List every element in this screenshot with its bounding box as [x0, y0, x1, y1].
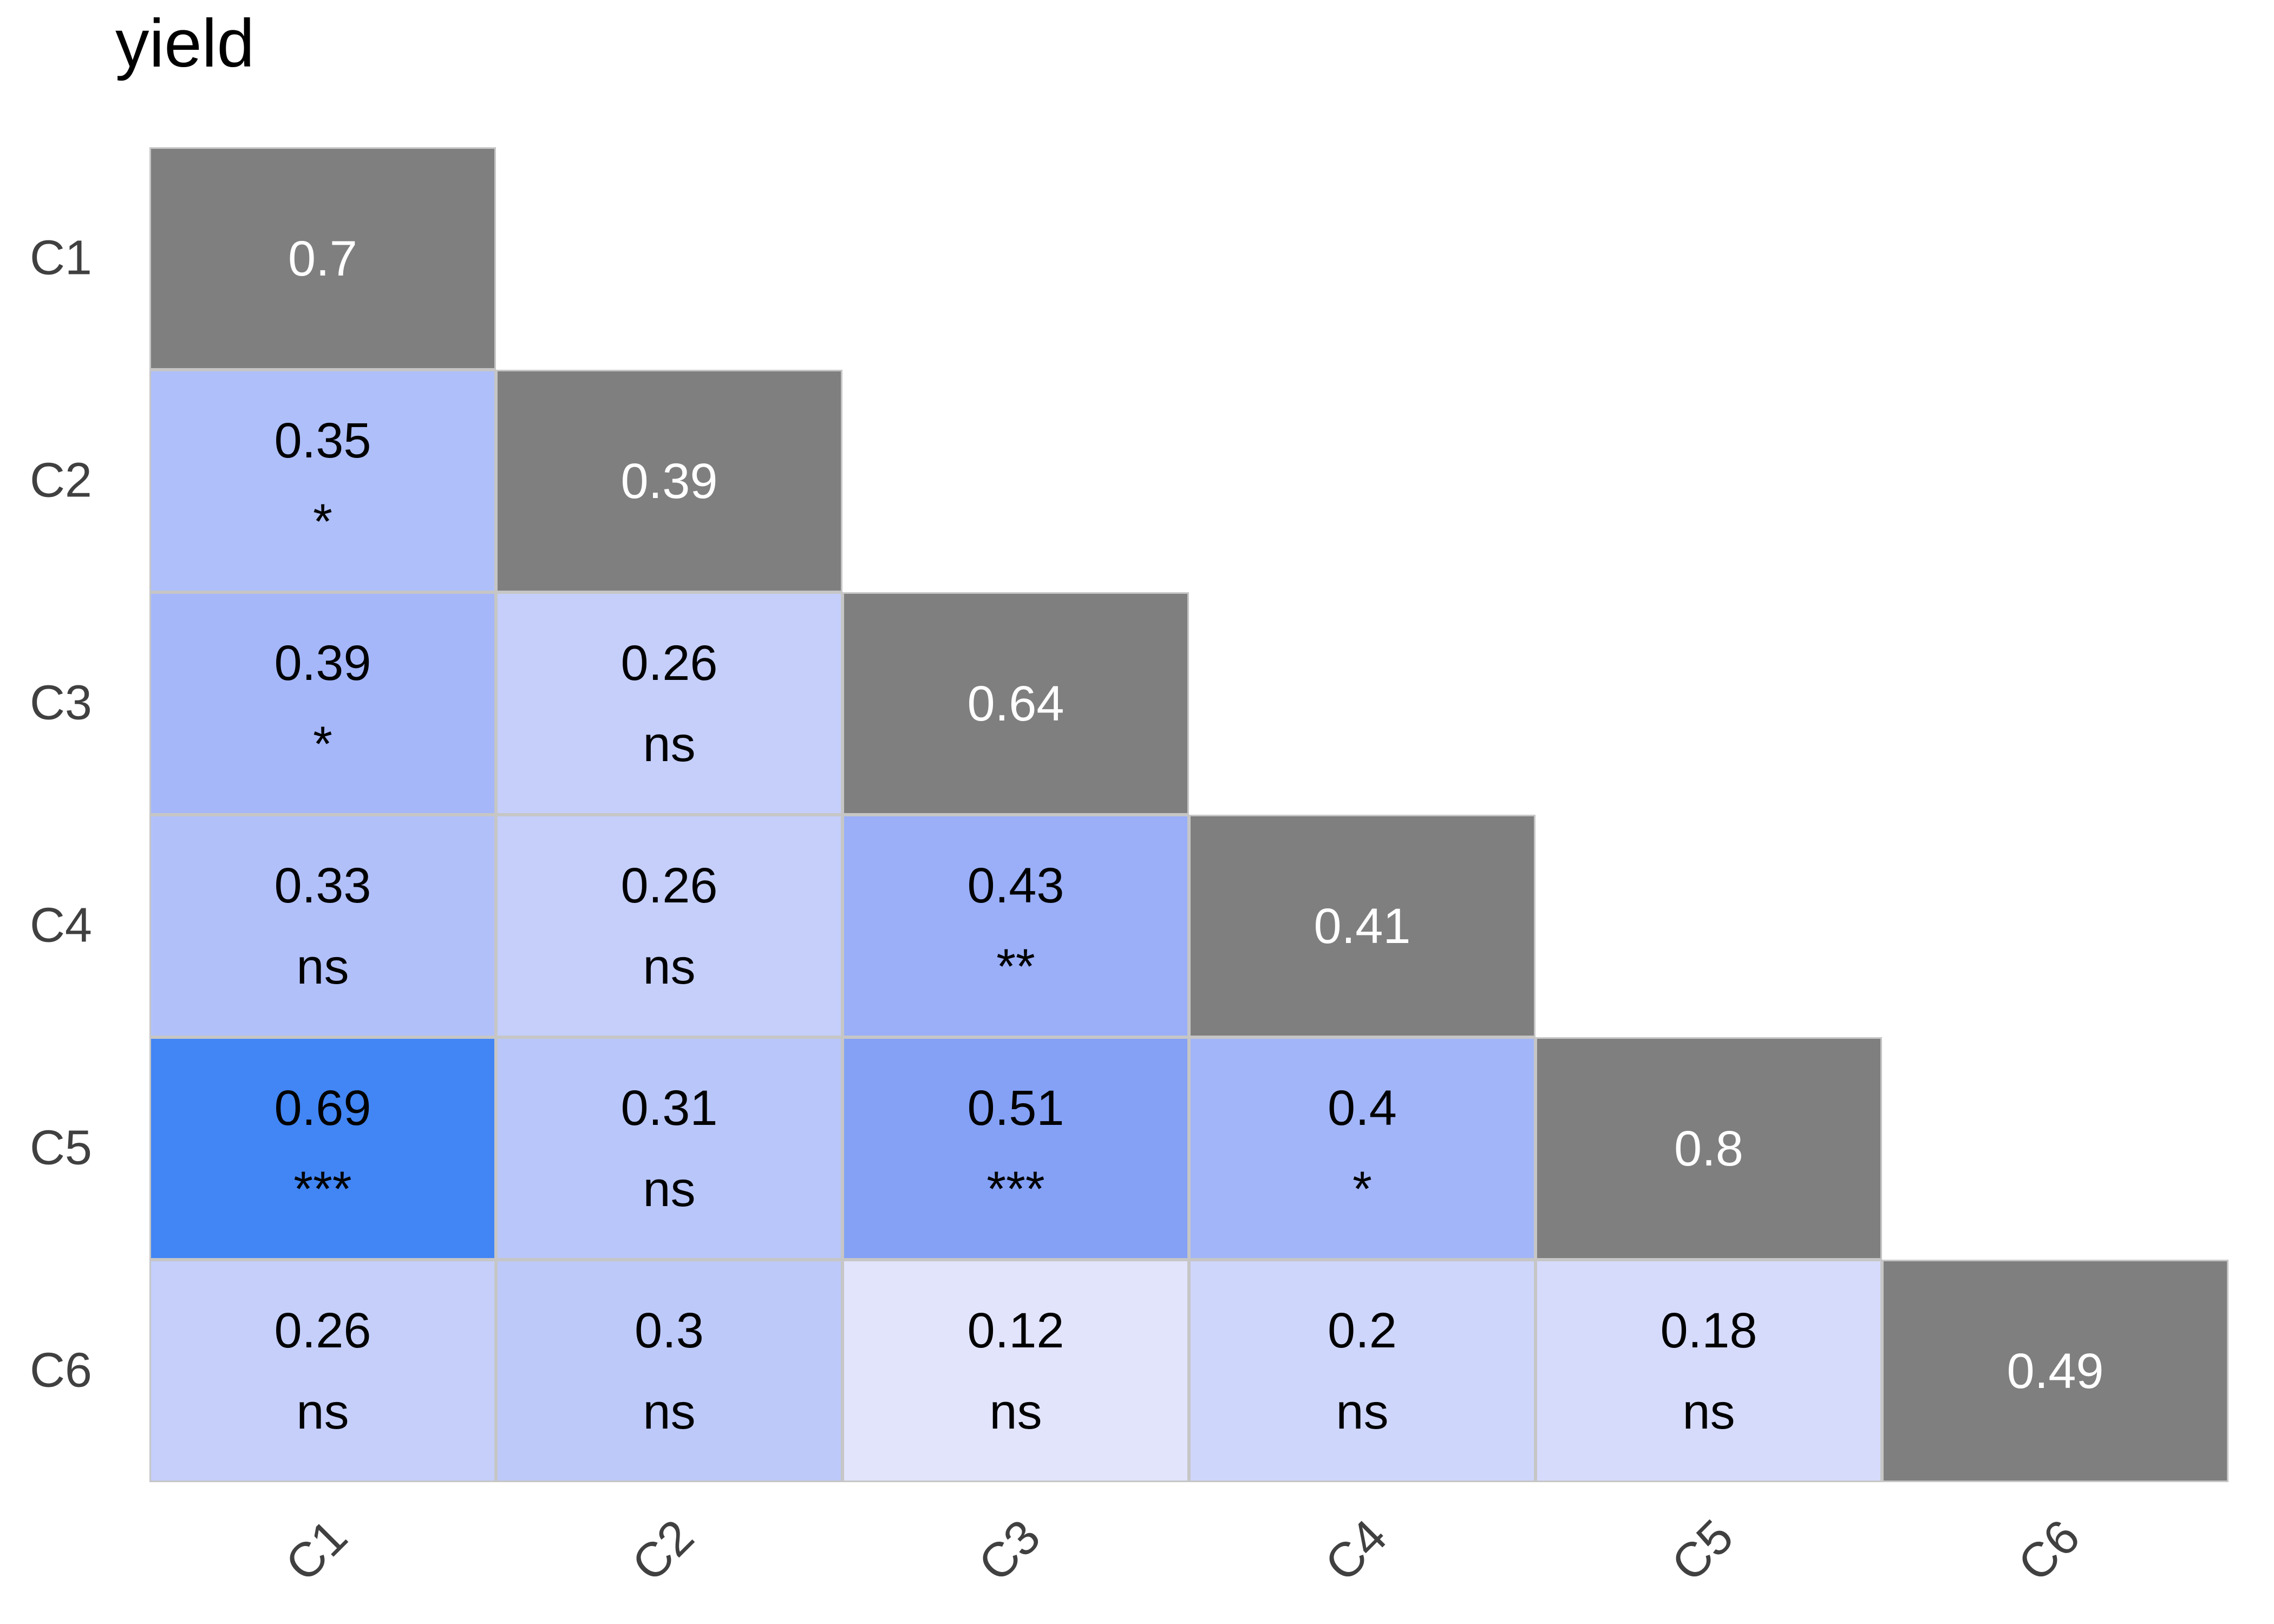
- y-axis-label-c3: C3: [29, 676, 92, 730]
- cell-value: 0.18: [1660, 1302, 1757, 1358]
- cell-value: 0.51: [967, 1080, 1064, 1136]
- cell-value: 0.3: [635, 1302, 704, 1358]
- cell-value: 0.41: [1314, 898, 1411, 954]
- matrix-cell-c4-c4: 0.41: [1189, 815, 1535, 1037]
- cell-significance: **: [996, 939, 1035, 994]
- cell-significance: ns: [643, 1384, 696, 1439]
- matrix-cell-c5-c4: 0.4 *: [1189, 1037, 1535, 1260]
- cell-significance: ns: [643, 1161, 696, 1217]
- matrix-cell-c5-c5: 0.8: [1535, 1037, 1882, 1260]
- cell-significance: ns: [1682, 1384, 1735, 1439]
- x-axis-label-c4: C4: [1315, 1509, 1397, 1592]
- matrix-cell-c6-c6: 0.49: [1882, 1260, 2229, 1482]
- cell-value: 0.8: [1674, 1121, 1743, 1176]
- y-axis-label-c6: C6: [29, 1343, 92, 1398]
- cell-value: 0.49: [2007, 1343, 2104, 1399]
- cell-value: 0.2: [1328, 1302, 1397, 1358]
- cell-significance: ns: [643, 716, 696, 772]
- matrix-cell-c5-c3: 0.51 ***: [842, 1037, 1189, 1260]
- matrix-cell-c6-c2: 0.3 ns: [496, 1260, 842, 1482]
- cell-value: 0.26: [620, 635, 718, 691]
- cell-value: 0.26: [620, 857, 718, 913]
- cell-significance: ns: [989, 1384, 1042, 1439]
- cell-value: 0.43: [967, 857, 1064, 913]
- x-axis-label-c3: C3: [968, 1509, 1051, 1592]
- cell-significance: *: [1352, 1161, 1372, 1217]
- matrix-cell-c4-c3: 0.43 **: [842, 815, 1189, 1037]
- matrix-cell-c4-c1: 0.33 ns: [149, 815, 496, 1037]
- matrix-cell-c2-c1: 0.35 *: [149, 370, 496, 592]
- matrix-cell-c3-c3: 0.64: [842, 592, 1189, 815]
- cell-significance: ns: [1336, 1384, 1389, 1439]
- y-axis-label-c5: C5: [29, 1121, 92, 1175]
- matrix-cell-c6-c3: 0.12 ns: [842, 1260, 1189, 1482]
- cell-value: 0.31: [620, 1080, 718, 1136]
- cell-significance: ***: [293, 1161, 352, 1217]
- cell-significance: *: [313, 716, 332, 772]
- cell-significance: ns: [296, 939, 349, 994]
- cell-significance: ***: [986, 1161, 1045, 1217]
- x-axis-label-c2: C2: [622, 1509, 704, 1592]
- cell-value: 0.7: [288, 231, 357, 286]
- x-axis-label-c5: C5: [1661, 1509, 1744, 1592]
- cell-value: 0.12: [967, 1302, 1064, 1358]
- cell-significance: *: [313, 494, 332, 549]
- y-axis-label-c1: C1: [29, 231, 92, 285]
- cell-value: 0.39: [620, 453, 718, 509]
- cell-significance: ns: [296, 1384, 349, 1439]
- matrix-cell-c3-c2: 0.26 ns: [496, 592, 842, 815]
- cell-value: 0.64: [967, 676, 1064, 731]
- matrix-cell-c6-c4: 0.2 ns: [1189, 1260, 1535, 1482]
- y-axis-label-c2: C2: [29, 453, 92, 508]
- matrix-cell-c6-c5: 0.18 ns: [1535, 1260, 1882, 1482]
- matrix-cell-c2-c2: 0.39: [496, 370, 842, 592]
- cell-value: 0.26: [274, 1302, 371, 1358]
- matrix-cell-c4-c2: 0.26 ns: [496, 815, 842, 1037]
- correlation-matrix: 0.7 0.35 * 0.39 0.39 * 0.26 ns 0.64 0.33…: [149, 147, 2229, 1482]
- matrix-cell-c5-c1: 0.69 ***: [149, 1037, 496, 1260]
- x-axis-label-c6: C6: [2008, 1509, 2090, 1592]
- cell-value: 0.4: [1328, 1080, 1397, 1136]
- cell-value: 0.69: [274, 1080, 371, 1136]
- x-axis-label-c1: C1: [275, 1509, 358, 1592]
- cell-value: 0.35: [274, 412, 371, 468]
- cell-significance: ns: [643, 939, 696, 994]
- cell-value: 0.39: [274, 635, 371, 691]
- cell-value: 0.33: [274, 857, 371, 913]
- y-axis-label-c4: C4: [29, 898, 92, 953]
- plot-title: yield: [115, 6, 255, 81]
- matrix-cell-c6-c1: 0.26 ns: [149, 1260, 496, 1482]
- matrix-cell-c5-c2: 0.31 ns: [496, 1037, 842, 1260]
- matrix-cell-c3-c1: 0.39 *: [149, 592, 496, 815]
- matrix-cell-c1-c1: 0.7: [149, 147, 496, 370]
